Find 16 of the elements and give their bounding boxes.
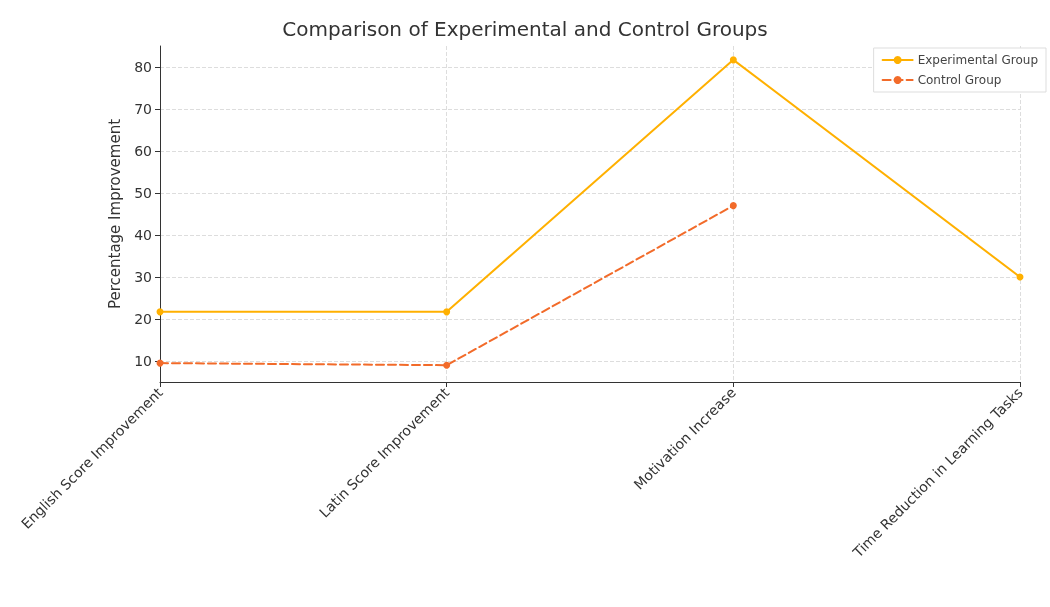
- y-tick-label: 70: [134, 101, 152, 117]
- legend-label: Experimental Group: [917, 53, 1039, 67]
- point: [729, 202, 737, 210]
- y-tick-label: 30: [134, 269, 152, 285]
- y-axis-title: Percentage Improvement: [105, 118, 124, 310]
- point: [443, 308, 451, 316]
- y-tick-label: 10: [134, 353, 152, 369]
- point: [443, 361, 451, 369]
- y-tick-label: 60: [134, 143, 152, 159]
- y-tick-label: 40: [134, 227, 152, 243]
- y-tick-label: 80: [134, 59, 152, 75]
- y-tick-label: 50: [134, 185, 152, 201]
- chart-title: Comparison of Experimental and Control Groups: [282, 17, 768, 41]
- point: [729, 56, 737, 64]
- legend-label: Control Group: [917, 73, 1002, 87]
- y-tick-label: 20: [134, 311, 152, 327]
